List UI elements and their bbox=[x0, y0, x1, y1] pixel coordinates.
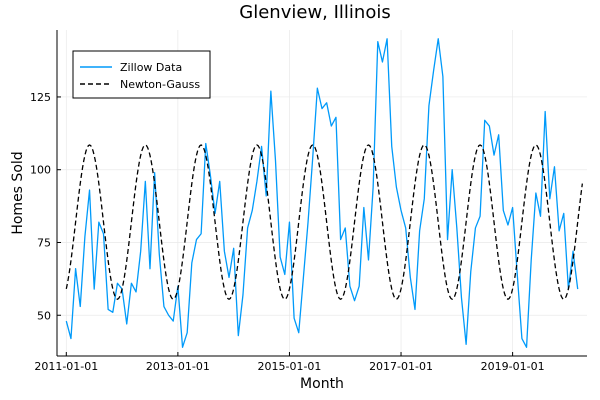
x-tick-label: 2013-01-01 bbox=[146, 360, 210, 373]
series-line-zillow-data bbox=[65, 38, 579, 348]
legend-label-newton-gauss: Newton-Gauss bbox=[120, 78, 200, 91]
x-tick-label: 2019-01-01 bbox=[481, 360, 545, 373]
x-axis-label: Month bbox=[300, 376, 344, 392]
series-line-newton-gauss bbox=[65, 144, 583, 300]
y-tick-label: 50 bbox=[37, 309, 51, 322]
x-tick-label: 2017-01-01 bbox=[369, 360, 433, 373]
x-tick-label: 2015-01-01 bbox=[257, 360, 321, 373]
legend: Zillow Data Newton-Gauss bbox=[72, 50, 211, 99]
y-tick-label: 75 bbox=[37, 236, 51, 249]
tick-labels: 2011-01-01 2013-01-01 2015-01-01 2017-01-01… bbox=[30, 91, 545, 373]
legend-label-zillow-data: Zillow Data bbox=[120, 61, 182, 74]
legend-box bbox=[72, 50, 211, 99]
y-tick-label: 125 bbox=[30, 91, 51, 104]
y-tick-label: 100 bbox=[30, 164, 51, 177]
chart-title: Glenview, Illinois bbox=[239, 2, 390, 23]
x-tick-label: 2011-01-01 bbox=[34, 360, 98, 373]
series-layer bbox=[65, 38, 583, 348]
y-axis-label: Homes Sold bbox=[10, 151, 26, 234]
